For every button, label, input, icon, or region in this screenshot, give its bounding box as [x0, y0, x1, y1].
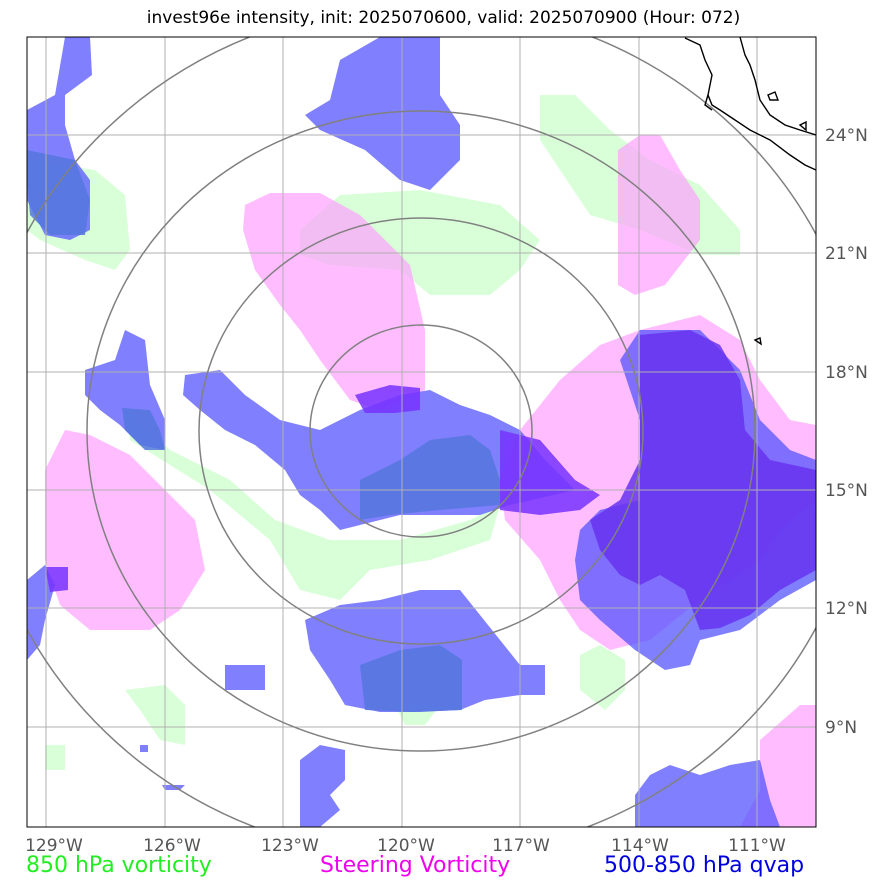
- qvap-region: [635, 760, 780, 827]
- vorticity-850-region: [125, 405, 500, 600]
- qvap-core: [122, 408, 165, 450]
- qvap-region: [27, 565, 55, 660]
- qvap-region: [140, 745, 148, 752]
- lon-tick-label: 111°W: [728, 836, 786, 856]
- map-gridlines: [27, 37, 816, 827]
- vorticity-850-region: [580, 645, 625, 710]
- lon-tick-labels: 129°W 126°W 123°W 120°W 117°W 114°W 111°…: [25, 836, 786, 856]
- qvap-strong-layer: [27, 150, 816, 712]
- steering-vorticity-region: [243, 193, 425, 410]
- map-plot-area: [27, 37, 816, 827]
- legend-steering-vorticity: Steering Vorticity: [320, 853, 511, 878]
- lat-tick-label: 21°N: [825, 244, 868, 264]
- legend-qvap: 500-850 hPa qvap: [604, 853, 805, 878]
- lat-tick-label: 15°N: [825, 481, 868, 501]
- coastline: [684, 37, 816, 346]
- qvap-core: [360, 645, 462, 712]
- map-title: invest96e intensity, init: 2025070600, v…: [146, 8, 741, 28]
- qvap-core: [500, 430, 600, 515]
- range-ring: [198, 217, 644, 645]
- qvap-region: [300, 745, 345, 827]
- qvap-core: [360, 435, 500, 520]
- qvap-core: [590, 330, 816, 630]
- lon-tick-label: 126°W: [143, 836, 201, 856]
- vorticity-850-region: [45, 745, 65, 770]
- lon-tick-label: 117°W: [492, 836, 550, 856]
- lon-tick-label: 123°W: [261, 836, 319, 856]
- lat-tick-label: 18°N: [825, 363, 868, 383]
- range-rings: [27, 37, 816, 827]
- lat-tick-label: 9°N: [825, 718, 857, 738]
- lat-tick-label: 12°N: [825, 599, 868, 619]
- range-ring: [86, 110, 756, 752]
- qvap-region: [225, 665, 265, 690]
- map-frame: [26, 36, 817, 828]
- qvap-core: [355, 385, 420, 413]
- vorticity-850-region: [125, 685, 185, 745]
- lon-tick-label: 129°W: [25, 836, 83, 856]
- lat-tick-labels: 24°N 21°N 18°N 15°N 12°N 9°N: [825, 126, 868, 738]
- qvap-core: [27, 150, 90, 235]
- lon-tick-label: 120°W: [377, 836, 435, 856]
- lon-tick-label: 114°W: [611, 836, 669, 856]
- qvap-core: [45, 567, 68, 592]
- legend-vorticity-850: 850 hPa vorticity: [26, 853, 212, 878]
- steering-vorticity-region: [618, 135, 700, 295]
- lat-tick-label: 24°N: [825, 126, 868, 146]
- range-ring: [309, 324, 533, 538]
